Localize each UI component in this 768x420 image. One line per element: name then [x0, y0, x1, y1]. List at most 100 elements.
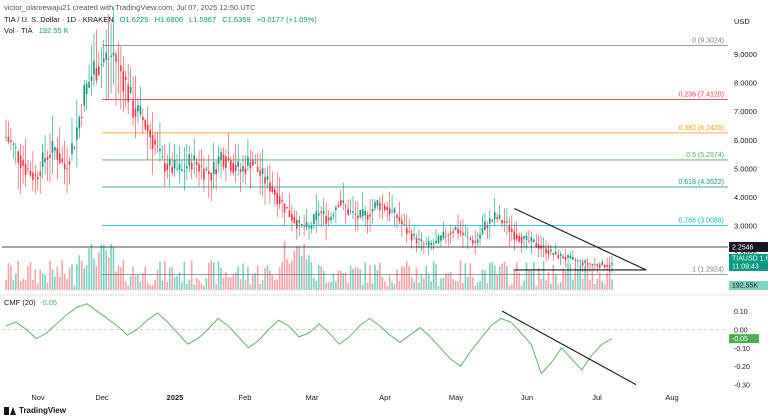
volume-bar: [467, 276, 469, 290]
candle-body: [584, 260, 586, 263]
cmf-current-value: -0.05: [40, 298, 57, 307]
last-price-badge: TIAUSD 1.6359: [732, 256, 768, 263]
volume-bar: [320, 266, 323, 290]
volume-bar: [567, 262, 569, 290]
candle-body: [149, 129, 151, 138]
cmf-series-line: [5, 303, 613, 375]
candle-body: [386, 207, 388, 210]
fib-level-label: 0.786 (3.0088): [678, 217, 724, 224]
candle-body: [574, 259, 577, 261]
volume-bar: [523, 280, 525, 290]
volume-bar: [357, 267, 359, 290]
volume-bar: [511, 284, 513, 290]
candle-body: [364, 211, 367, 216]
candle-body: [181, 169, 183, 171]
candle-body: [137, 104, 139, 112]
volume-bar: [520, 285, 523, 290]
volume-bar: [366, 282, 369, 290]
fib-level-label: 0.236 (7.4120): [678, 91, 724, 98]
volume-bar: [611, 279, 613, 290]
tradingview-logo[interactable]: TradingView: [4, 406, 66, 415]
candle-body: [234, 164, 237, 171]
candle-body: [313, 214, 315, 225]
candle-body: [76, 127, 78, 140]
volume-bar: [342, 272, 345, 290]
candle-body: [161, 156, 164, 158]
candle-body: [379, 202, 381, 210]
volume-bar: [124, 281, 127, 290]
candle-body: [190, 162, 193, 170]
candle-body: [225, 156, 227, 168]
ohlc-low: L1.5967: [189, 15, 217, 24]
triangle-trendlines[interactable]: [514, 207, 647, 271]
volume-bar: [596, 278, 599, 290]
symbol-title: TIA / U. S. Dollar · 1D · KRAKEN: [4, 15, 114, 24]
volume-bar: [535, 285, 538, 290]
volume-bar: [210, 260, 213, 290]
volume-bar: [525, 262, 528, 290]
price-tick-label: 9.0000: [734, 50, 757, 59]
candle-body: [537, 244, 540, 249]
volume-bar: [161, 280, 164, 290]
candle-body: [51, 140, 54, 153]
volume-bar: [552, 264, 555, 290]
candle-body: [371, 208, 374, 212]
chart-credit: victor_olanrewaju21 created with Trading…: [4, 3, 256, 12]
fib-level-label: 0.618 (4.3522): [678, 179, 724, 186]
volume-bar: [247, 267, 249, 290]
candle-body: [550, 249, 552, 252]
candle-body: [22, 159, 24, 166]
volume-bar: [447, 273, 450, 290]
volume-bar: [122, 260, 125, 290]
volume-bar: [608, 266, 611, 290]
candle-body: [327, 217, 330, 221]
volume-bar: [73, 285, 76, 290]
price-axis[interactable]: 9.0000 8.0000 7.0000 6.0000 5.0000 4.0000 3.00…: [734, 50, 757, 288]
fib-level-label: 1 (1.2924): [692, 266, 724, 273]
volume-bar: [440, 278, 442, 290]
candle-body: [484, 221, 486, 230]
volume-bar: [225, 272, 227, 290]
volume-bar: [95, 266, 98, 290]
volume-value: 192.55 K: [38, 26, 69, 35]
candle-body: [168, 158, 171, 166]
time-axis[interactable]: Nov Dec 2025 Feb Mar Apr May Jun Jul Aug: [31, 393, 678, 402]
candle-body: [95, 68, 98, 81]
candle-body: [115, 54, 117, 62]
bar-countdown-badge: 11:09:43: [732, 264, 759, 271]
volume-bar: [337, 270, 340, 290]
level-price-badge: 2.2546: [732, 244, 754, 251]
candle-body: [283, 203, 286, 213]
volume-bar: [562, 268, 564, 290]
candle-body: [598, 264, 601, 269]
volume-bar: [266, 265, 269, 290]
volume-bar: [405, 260, 408, 290]
candle-body: [525, 235, 528, 240]
candle-body: [251, 159, 254, 166]
volume-bar: [410, 277, 413, 290]
volume-bar: [371, 283, 374, 290]
volume-bar: [105, 250, 107, 290]
candle-body: [515, 234, 518, 239]
volume-bar: [215, 284, 217, 290]
volume-bar: [168, 267, 171, 290]
volume-bar: [420, 275, 423, 290]
volume-bar: [78, 255, 81, 290]
volume-bar: [264, 268, 266, 290]
price-tick-label: 3.0000: [734, 222, 757, 231]
volume-bar: [528, 270, 530, 290]
candle-body: [100, 64, 103, 65]
volume-bar: [190, 260, 193, 290]
candle-body: [210, 172, 213, 181]
candle-body: [205, 168, 208, 170]
fibonacci-retracement[interactable]: 0 (9.3024) 0.236 (7.4120) 0.382 (6.2426) 0.…: [102, 37, 728, 275]
volume-bar: [462, 282, 464, 290]
volume-bar: [374, 264, 376, 290]
price-tick-label: 7.0000: [734, 107, 757, 116]
candle-body: [322, 211, 325, 214]
volume-bar: [232, 275, 235, 290]
volume-bar: [254, 273, 257, 290]
candle-body: [27, 168, 29, 170]
volume-bar: [63, 273, 66, 290]
